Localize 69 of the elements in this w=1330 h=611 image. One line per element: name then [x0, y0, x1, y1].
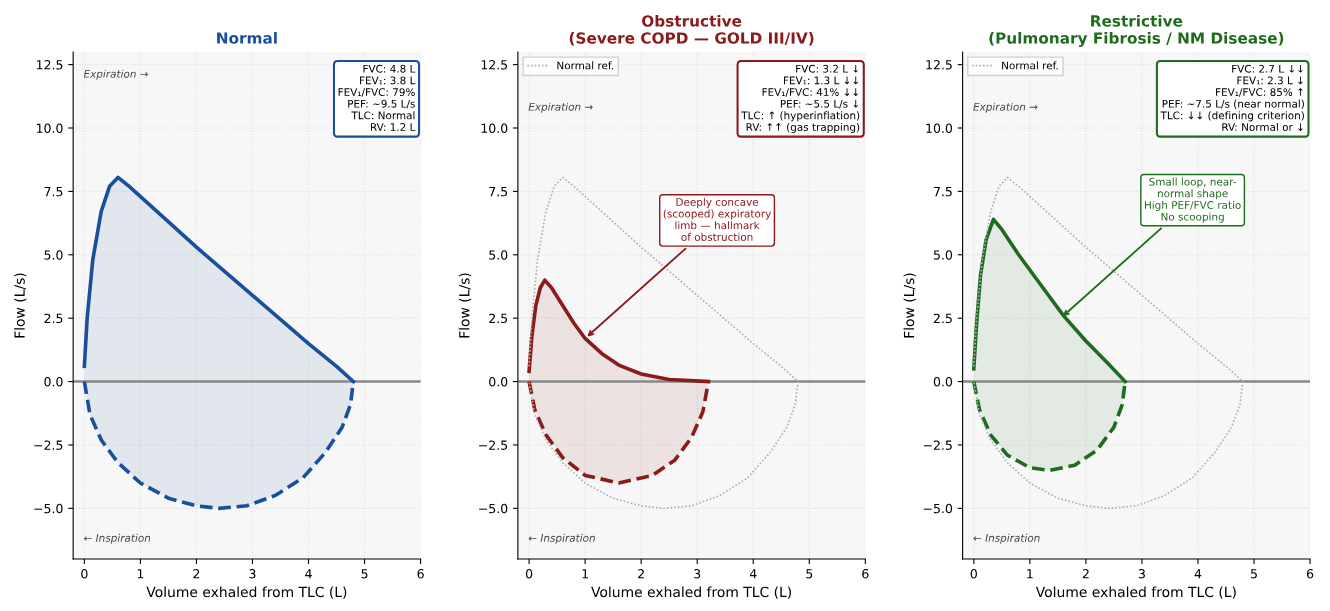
annotation: Deeply concave (scooped) expiratory limb — hallmark of obstruction — [663, 197, 771, 241]
x-tick-label: 3 — [249, 569, 256, 579]
annotation: Small loop, near- normal shape High PEF/FVC ratio No scooping — [1144, 177, 1241, 223]
y-tick-label: 10.0 — [481, 123, 508, 133]
x-tick-label: 2 — [193, 569, 200, 579]
y-tick-label: −2.5 — [479, 440, 508, 450]
line-series — [972, 176, 1244, 510]
y-tick-label: 10.0 — [36, 123, 63, 133]
y-tick-label: 12.5 — [36, 60, 63, 70]
annotation: ← Inspiration — [528, 533, 595, 544]
chart-title: Normal — [217, 31, 277, 44]
y-tick-label: 0.0 — [489, 377, 508, 387]
y-tick-label: 2.5 — [489, 313, 508, 324]
x-tick-label: 3 — [694, 569, 701, 579]
x-tick-label: 6 — [1306, 569, 1314, 579]
y-tick-label: 2.5 — [933, 313, 952, 324]
x-tick-label: 4 — [305, 569, 312, 579]
y-axis-title: Flow (L/s) — [903, 273, 916, 338]
x-tick-label: 1 — [582, 569, 588, 579]
y-tick-label: 5.0 — [44, 250, 63, 260]
y-tick-label: 12.5 — [926, 60, 952, 70]
x-axis-title: Volume exhaled from TLC (L) — [591, 586, 791, 599]
x-tick-label: 0 — [81, 569, 88, 579]
y-tick-label: 0.0 — [44, 377, 63, 387]
y-tick-label: −5.0 — [479, 503, 508, 514]
x-tick-label: 1 — [1027, 569, 1033, 579]
annotation: FVC: 3.2 L ↓ FEV₁: 1.3 L ↓↓ FEV₁/FVC: 41% ↓↓ PEF: ~5.5 L/s ↓ TLC: ↑ (hyperinflation) RV: ↑↑ (gas trapping) — [741, 64, 860, 134]
y-tick-label: 5.0 — [933, 250, 953, 260]
x-tick-label: 4 — [1194, 569, 1202, 579]
annotation: ← Inspiration — [973, 533, 1040, 544]
y-tick-label: 5.0 — [489, 250, 508, 260]
legend-label: Normal ref. — [557, 61, 613, 70]
y-tick-label: 7.5 — [489, 187, 508, 197]
y-tick-label: 7.5 — [44, 187, 63, 197]
x-tick-label: 3 — [1138, 569, 1145, 579]
x-tick-label: 6 — [862, 569, 869, 579]
x-tick-label: 4 — [749, 569, 757, 579]
y-tick-label: 0.0 — [933, 377, 953, 387]
x-tick-label: 1 — [137, 569, 144, 579]
x-tick-label: 5 — [361, 569, 368, 579]
x-tick-label: 5 — [806, 569, 813, 579]
annotation: Expiration → — [973, 102, 1038, 113]
line-series — [528, 176, 799, 510]
y-axis-title: Flow (L/s) — [14, 273, 27, 338]
x-tick-label: 2 — [1082, 569, 1089, 579]
annotation: Expiration → — [528, 102, 593, 113]
annotation: FVC: 2.7 L ↓↓ FEV₁: 2.3 L ↓ FEV₁/FVC: 85% ↑ PEF: ~7.5 L/s (near normal) TLC: ↓↓ (defining criterion) RV: Normal or ↓ — [1160, 64, 1304, 131]
x-tick-label: 5 — [1251, 569, 1257, 579]
x-axis-title: Volume exhaled from TLC (L) — [1035, 586, 1236, 599]
y-tick-label: 10.0 — [926, 123, 953, 133]
y-tick-label: 7.5 — [934, 187, 952, 197]
y-tick-label: 2.5 — [44, 313, 63, 324]
y-axis-title: Flow (L/s) — [458, 273, 472, 338]
x-tick-label: 0 — [525, 569, 533, 579]
x-tick-label: 0 — [970, 569, 977, 579]
y-tick-label: −2.5 — [923, 440, 952, 450]
y-tick-label: −5.0 — [923, 503, 953, 514]
x-axis-title: Volume exhaled from TLC (L) — [146, 586, 347, 599]
x-tick-label: 2 — [638, 569, 644, 579]
annotation: Expiration → — [83, 69, 148, 80]
annotation: FVC: 4.8 L FEV₁: 3.8 L FEV₁/FVC: 79% PEF: ~9.5 L/s TLC: Normal RV: 1.2 L — [338, 64, 416, 131]
chart-title: Obstructive (Severe COPD — GOLD III/IV) — [569, 14, 814, 46]
x-tick-label: 6 — [417, 569, 424, 579]
annotation: ← Inspiration — [84, 533, 151, 544]
legend-label: Normal ref. — [1002, 61, 1058, 70]
y-tick-label: −5.0 — [34, 503, 63, 514]
y-tick-label: 12.5 — [481, 60, 508, 70]
chart-title: Restrictive (Pulmonary Fibrosis / NM Disease) — [989, 14, 1284, 47]
y-tick-label: −2.5 — [34, 440, 63, 450]
